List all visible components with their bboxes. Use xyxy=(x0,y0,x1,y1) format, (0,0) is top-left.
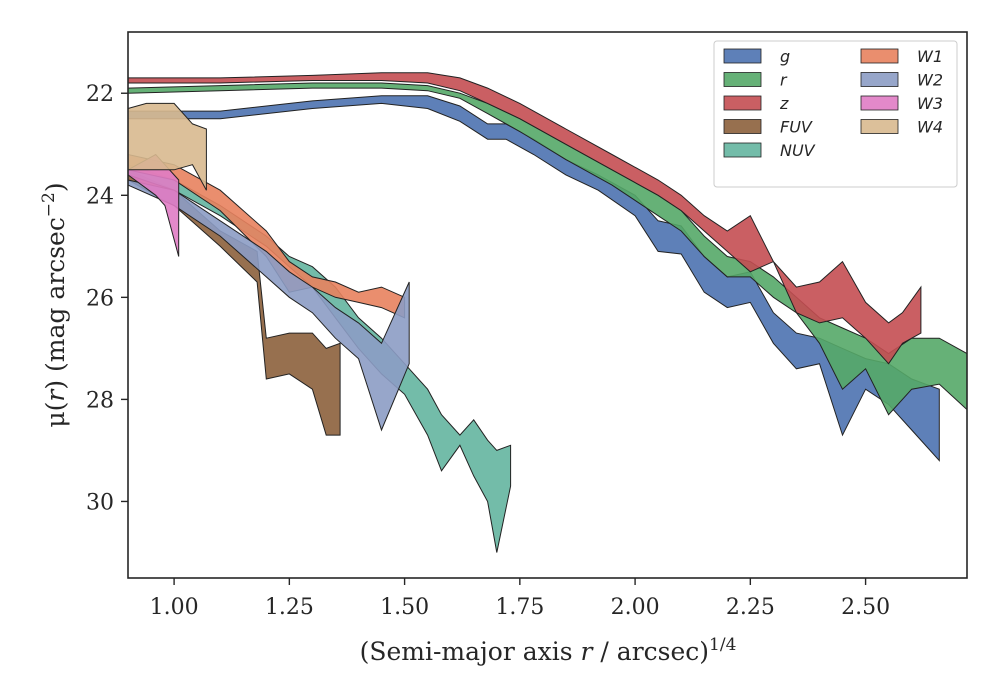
legend-swatch-w3 xyxy=(860,95,899,111)
band-w2 xyxy=(127,179,410,432)
x-tick-label: 2.25 xyxy=(726,595,775,620)
legend-label-r: r xyxy=(780,71,788,90)
legend-label-nuv: NUV xyxy=(780,141,816,160)
band-w4 xyxy=(127,102,207,191)
x-tick-label: 1.25 xyxy=(265,595,314,620)
legend-label-w2: W2 xyxy=(917,71,943,90)
y-tick-label: 28 xyxy=(86,388,114,413)
legend-swatch-w4 xyxy=(860,119,899,134)
x-tick-label: 1.00 xyxy=(150,595,199,620)
x-tick-label: 1.75 xyxy=(495,595,544,620)
x-tick-label: 2.50 xyxy=(841,595,890,620)
y-axis-ticks: 22 24 26 28 30 xyxy=(86,82,128,515)
y-axis-label: μ(r) (mag arcsec−2) xyxy=(39,182,70,427)
x-tick-label: 1.50 xyxy=(380,595,429,620)
legend: grz FUV NUV W1 W2 W3 W4 xyxy=(713,40,958,188)
band-z xyxy=(127,72,922,365)
legend-label-fuv: FUV xyxy=(780,118,813,137)
legend-label-w1: W1 xyxy=(917,47,943,66)
legend-swatch-w1 xyxy=(860,48,899,64)
legend-label-z: z xyxy=(779,94,789,113)
x-axis-ticks: 1.00 1.25 1.50 1.75 2.00 2.25 2.50 xyxy=(150,578,890,620)
legend-swatch-g xyxy=(723,48,762,64)
x-axis-label: (Semi-major axis r / arcsec)1/4 xyxy=(360,635,737,666)
y-tick-label: 26 xyxy=(86,286,114,311)
y-tick-label: 22 xyxy=(86,82,114,107)
x-tick-label: 2.00 xyxy=(611,595,660,620)
legend-swatch-z xyxy=(723,95,762,111)
legend-swatch-nuv xyxy=(723,142,762,158)
y-tick-label: 24 xyxy=(86,184,114,209)
legend-label-g: g xyxy=(780,47,790,66)
plot-frame xyxy=(127,31,968,579)
y-tick-label: 30 xyxy=(86,490,114,515)
profile-bands xyxy=(127,72,968,553)
legend-swatch-r xyxy=(723,72,762,87)
legend-label-w3: W3 xyxy=(917,94,943,113)
legend-swatch-fuv xyxy=(723,119,762,134)
legend-swatch-w2 xyxy=(860,72,899,87)
legend-label-w4: W4 xyxy=(917,118,943,137)
